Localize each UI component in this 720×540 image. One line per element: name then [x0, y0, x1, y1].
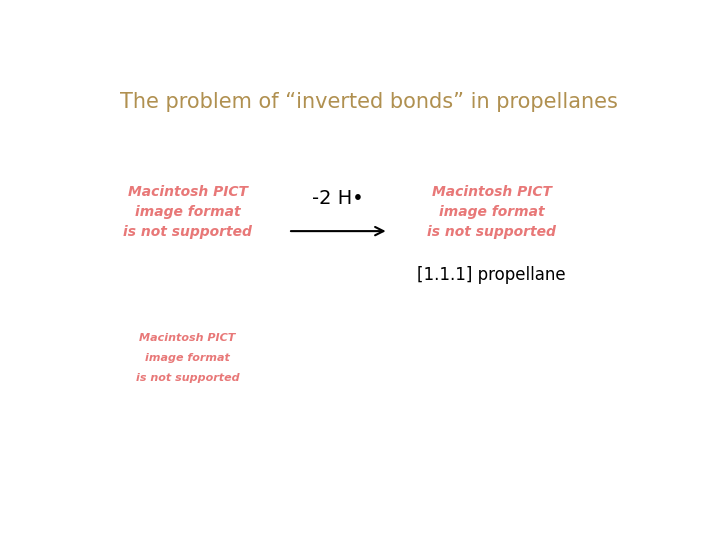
Text: image format: image format — [145, 353, 230, 363]
Text: is not supported: is not supported — [136, 373, 240, 383]
Text: -2 H•: -2 H• — [312, 189, 364, 208]
Text: image format: image format — [135, 205, 240, 219]
Text: is not supported: is not supported — [123, 225, 252, 239]
Text: [1.1.1] propellane: [1.1.1] propellane — [418, 266, 566, 284]
Text: Macintosh PICT: Macintosh PICT — [432, 185, 552, 199]
Text: image format: image format — [439, 205, 544, 219]
Text: is not supported: is not supported — [428, 225, 556, 239]
Text: Macintosh PICT: Macintosh PICT — [127, 185, 248, 199]
Text: Macintosh PICT: Macintosh PICT — [140, 333, 236, 343]
Text: The problem of “inverted bonds” in propellanes: The problem of “inverted bonds” in prope… — [120, 92, 618, 112]
